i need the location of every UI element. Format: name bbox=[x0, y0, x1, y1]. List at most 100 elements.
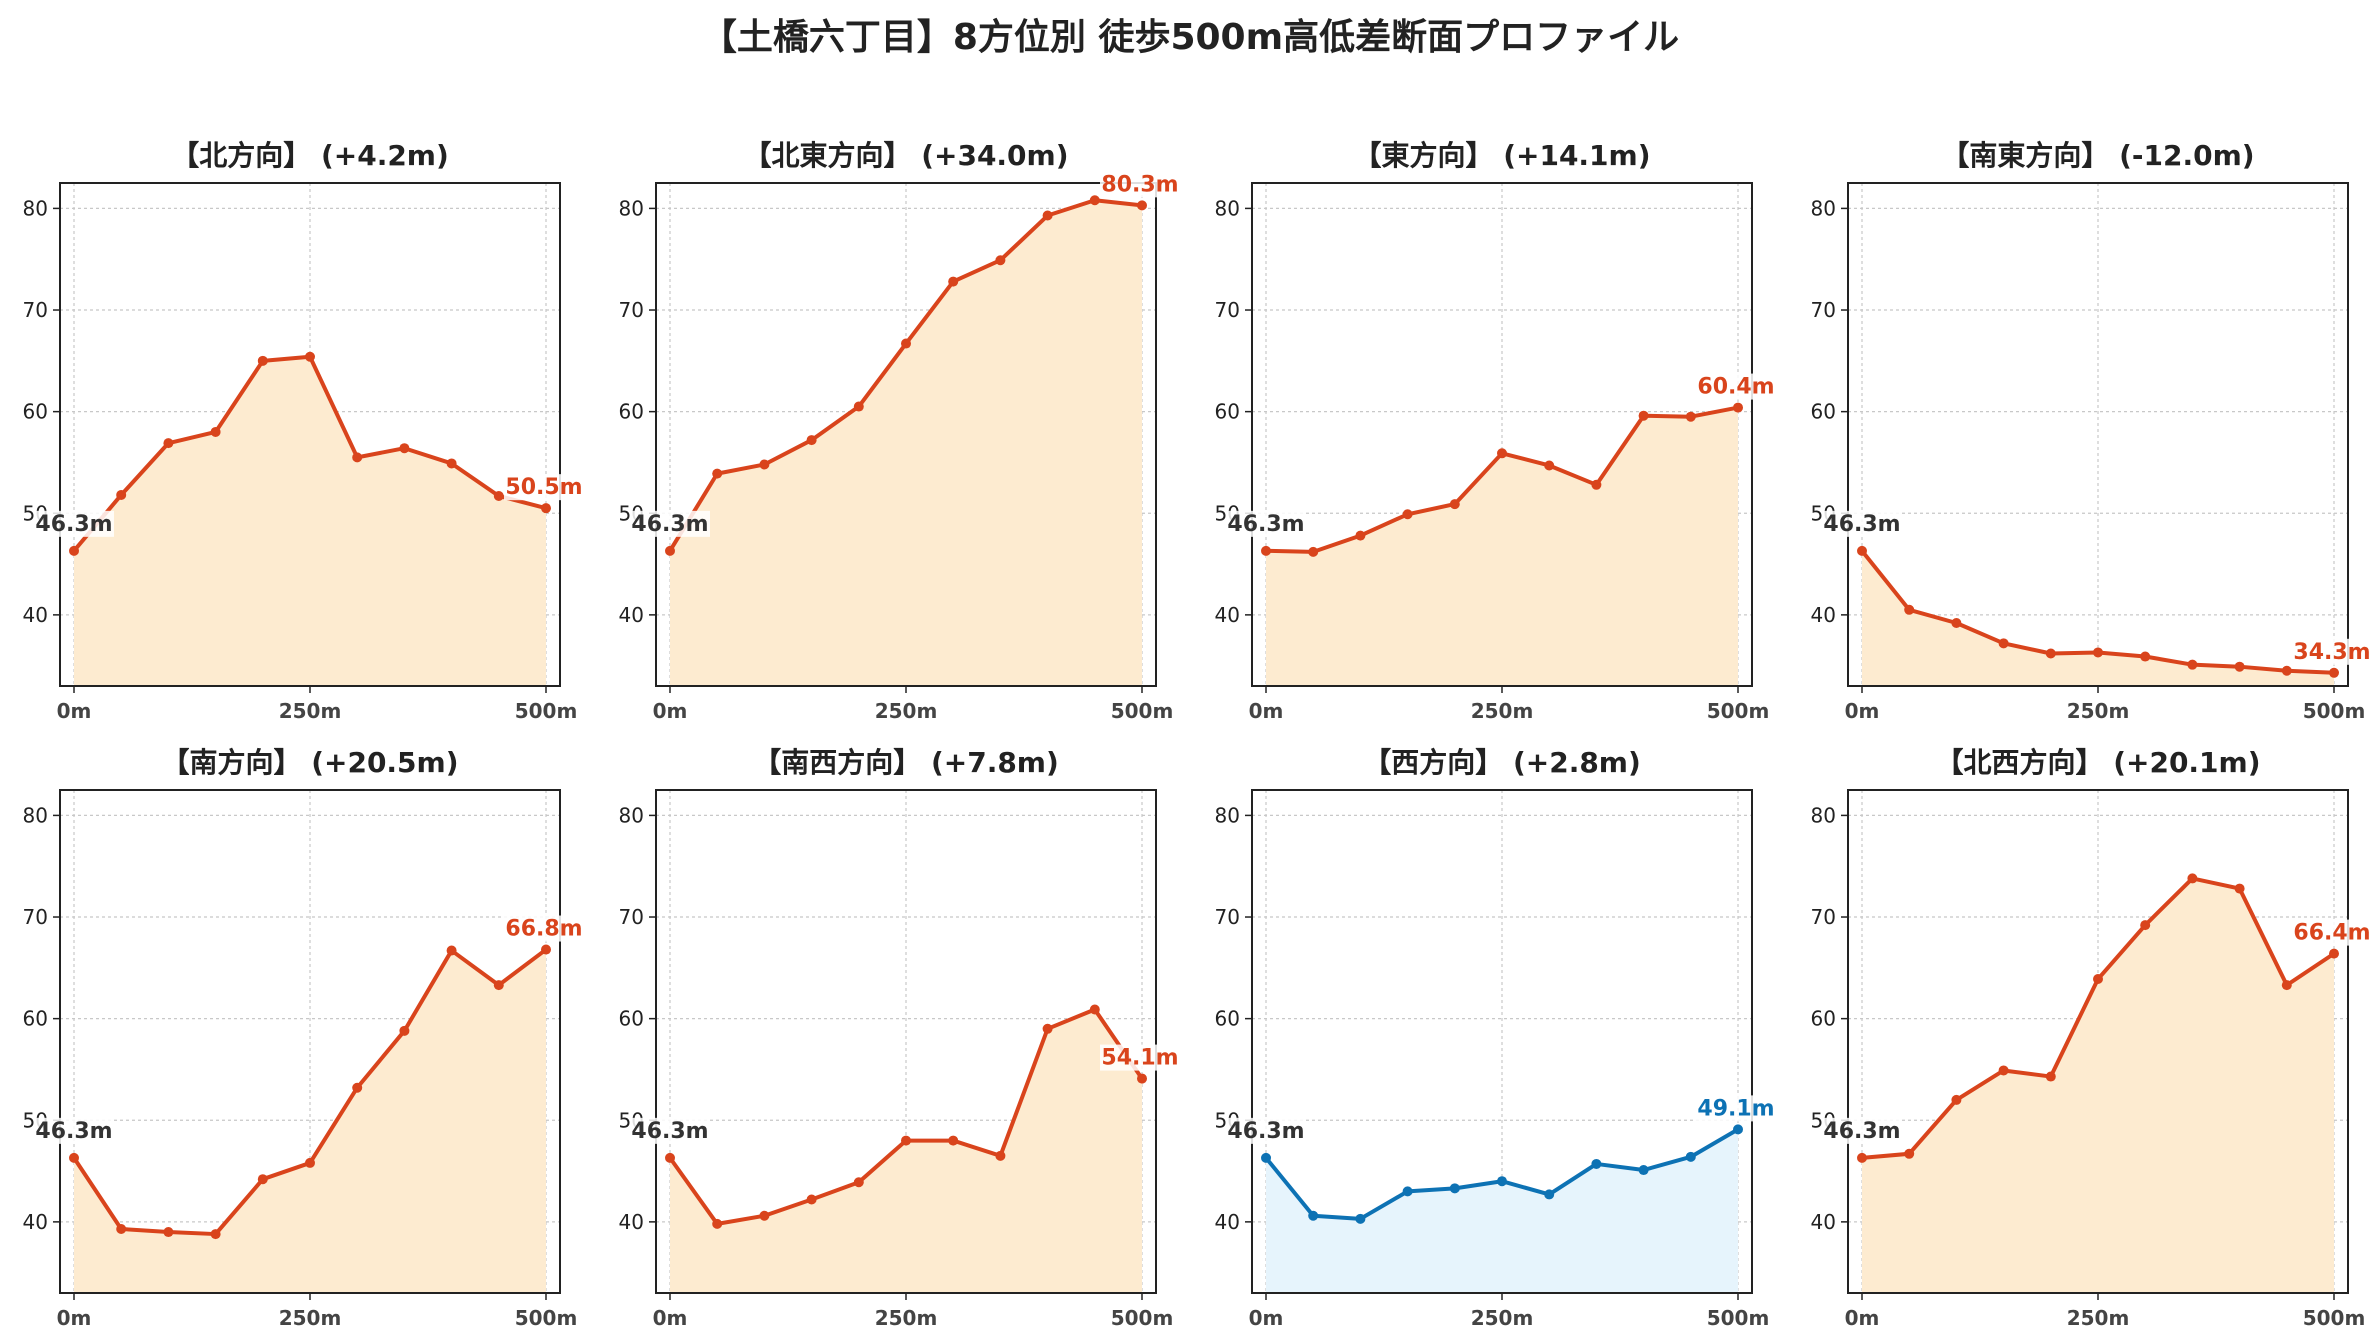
data-point bbox=[1733, 1124, 1743, 1135]
data-point bbox=[2234, 883, 2245, 894]
x-tick-label: 0m bbox=[653, 699, 688, 723]
y-tick-label: 40 bbox=[619, 603, 644, 627]
y-tick-label: 60 bbox=[23, 400, 48, 424]
data-point bbox=[1544, 460, 1555, 471]
plot-frame bbox=[1847, 789, 2349, 1294]
data-point bbox=[1261, 545, 1271, 556]
data-point bbox=[1733, 402, 1743, 413]
x-tick-label: 500m bbox=[1707, 699, 1770, 723]
x-tick-label: 0m bbox=[1249, 699, 1284, 723]
data-point bbox=[2234, 661, 2245, 672]
panel-title: 【南西方向】 (+7.8m) bbox=[753, 746, 1059, 779]
x-tick-label: 0m bbox=[653, 1306, 688, 1330]
end-label: 54.1m bbox=[1101, 1046, 1178, 1071]
data-point bbox=[1089, 1004, 1100, 1015]
y-tick-label: 70 bbox=[1811, 905, 1836, 929]
area-fill bbox=[670, 1009, 1142, 1293]
data-point bbox=[1638, 410, 1649, 421]
data-point bbox=[493, 980, 504, 991]
start-label: 46.3m bbox=[1823, 512, 1900, 537]
area-fill bbox=[1266, 1129, 1738, 1293]
data-point bbox=[2093, 974, 2103, 985]
y-tick-label: 40 bbox=[23, 1210, 48, 1234]
start-label: 46.3m bbox=[1823, 1119, 1900, 1144]
chart-panel-6: 【南西方向】 (+7.8m)40506070800m250m500m46.3m5… bbox=[619, 746, 1180, 1330]
data-point bbox=[257, 1174, 268, 1185]
data-point bbox=[1857, 545, 1867, 556]
data-point bbox=[2093, 647, 2103, 658]
data-point bbox=[948, 1135, 959, 1146]
data-point bbox=[1591, 1158, 1602, 1169]
y-tick-label: 70 bbox=[23, 905, 48, 929]
data-point bbox=[759, 1210, 770, 1221]
data-point bbox=[1449, 499, 1460, 510]
data-point bbox=[399, 443, 410, 454]
data-point bbox=[2187, 659, 2198, 670]
y-tick-label: 80 bbox=[1811, 196, 1836, 220]
data-point bbox=[2329, 948, 2339, 959]
y-tick-label: 60 bbox=[1215, 1007, 1240, 1031]
y-tick-label: 60 bbox=[1811, 400, 1836, 424]
data-point bbox=[116, 489, 127, 500]
data-point bbox=[1042, 1023, 1053, 1034]
x-tick-label: 250m bbox=[1471, 1306, 1534, 1330]
end-label: 49.1m bbox=[1697, 1096, 1774, 1121]
end-label: 50.5m bbox=[505, 475, 582, 500]
plot-frame bbox=[1251, 182, 1753, 687]
x-tick-label: 250m bbox=[279, 1306, 342, 1330]
area-fill bbox=[1862, 878, 2334, 1293]
data-point bbox=[1998, 638, 2009, 649]
plot-frame bbox=[1847, 182, 2349, 687]
end-label: 60.4m bbox=[1697, 375, 1774, 400]
end-label-bg bbox=[1100, 1044, 1180, 1071]
end-label: 80.3m bbox=[1101, 172, 1178, 197]
y-tick-label: 80 bbox=[619, 803, 644, 827]
y-tick-label: 60 bbox=[1811, 1007, 1836, 1031]
data-point bbox=[1857, 1152, 1867, 1163]
area-fill bbox=[670, 200, 1142, 686]
x-tick-label: 0m bbox=[1249, 1306, 1284, 1330]
data-point bbox=[541, 944, 551, 955]
data-point bbox=[665, 1152, 675, 1163]
data-point bbox=[1685, 411, 1696, 422]
y-tick-label: 70 bbox=[619, 905, 644, 929]
start-label: 46.3m bbox=[35, 1119, 112, 1144]
data-point bbox=[1591, 479, 1602, 490]
data-point bbox=[69, 545, 79, 556]
y-tick-label: 70 bbox=[1811, 298, 1836, 322]
x-tick-label: 250m bbox=[875, 1306, 938, 1330]
y-tick-label: 60 bbox=[619, 1007, 644, 1031]
x-tick-label: 500m bbox=[1111, 1306, 1174, 1330]
data-point bbox=[257, 355, 268, 366]
area-fill bbox=[1266, 407, 1738, 686]
start-label-bg bbox=[1226, 1117, 1306, 1144]
data-point bbox=[493, 490, 504, 501]
end-label-bg bbox=[1696, 373, 1776, 400]
start-label-bg bbox=[630, 1117, 710, 1144]
data-point bbox=[1951, 617, 1962, 628]
data-point bbox=[853, 401, 864, 412]
data-point bbox=[541, 503, 551, 514]
start-label-bg bbox=[1226, 510, 1306, 537]
data-point bbox=[305, 1157, 315, 1168]
panel-title: 【北方向】 (+4.2m) bbox=[171, 139, 449, 172]
start-label: 46.3m bbox=[631, 1119, 708, 1144]
chart-panel-4: 【南東方向】 (-12.0m)40506070800m250m500m46.3m… bbox=[1811, 139, 2372, 723]
data-point bbox=[446, 945, 457, 956]
data-point bbox=[1402, 509, 1413, 520]
panel-title: 【東方向】 (+14.1m) bbox=[1353, 139, 1650, 172]
data-point bbox=[1355, 1213, 1366, 1224]
chart-panel-3: 【東方向】 (+14.1m)40506070800m250m500m46.3m6… bbox=[1215, 139, 1776, 723]
data-point bbox=[1904, 604, 1915, 615]
y-tick-label: 40 bbox=[1215, 1210, 1240, 1234]
x-tick-label: 500m bbox=[1707, 1306, 1770, 1330]
x-tick-label: 250m bbox=[875, 699, 938, 723]
y-tick-label: 60 bbox=[1215, 400, 1240, 424]
y-tick-label: 80 bbox=[1215, 196, 1240, 220]
y-tick-label: 70 bbox=[619, 298, 644, 322]
x-tick-label: 500m bbox=[2303, 1306, 2366, 1330]
start-label-bg bbox=[34, 510, 114, 537]
y-tick-label: 40 bbox=[23, 603, 48, 627]
y-tick-label: 70 bbox=[1215, 905, 1240, 929]
